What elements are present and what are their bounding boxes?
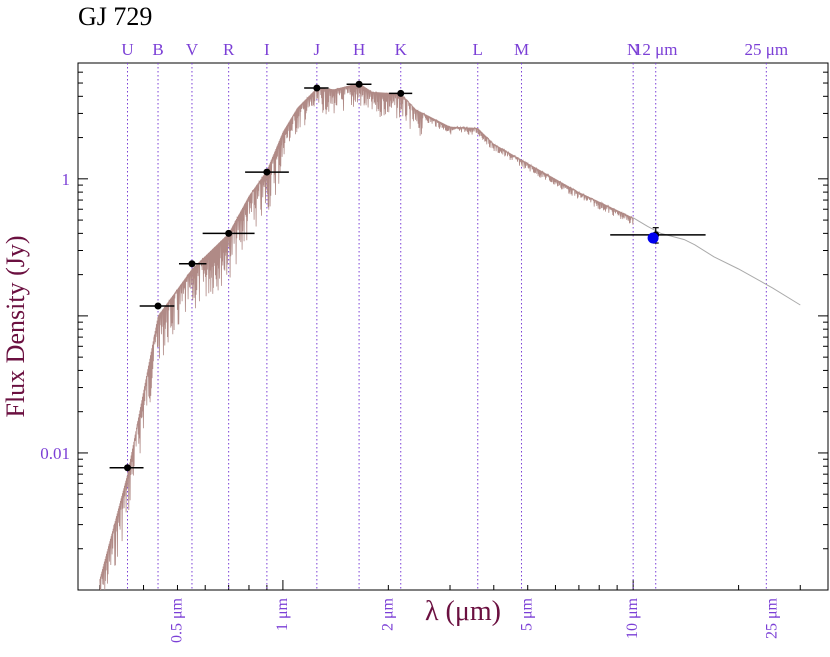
photometry-point bbox=[397, 89, 405, 97]
y-axis-label: Flux Density (Jy) bbox=[1, 236, 30, 418]
photometry-point bbox=[225, 229, 233, 237]
band-label: N bbox=[627, 40, 639, 59]
photometry-point bbox=[313, 84, 321, 92]
photometry-point-blue bbox=[647, 232, 659, 244]
band-label: H bbox=[353, 40, 365, 59]
x-tick-label: 25 μm bbox=[764, 597, 781, 639]
photometry-point bbox=[355, 80, 363, 88]
x-tick-label: 1 μm bbox=[274, 597, 291, 631]
band-label: 12 μm bbox=[634, 40, 678, 59]
x-tick-label: 10 μm bbox=[624, 597, 641, 639]
x-tick-label: 5 μm bbox=[519, 597, 536, 631]
x-tick-label: 0.5 μm bbox=[168, 597, 185, 643]
chart-title: GJ 729 bbox=[78, 2, 153, 31]
model-spectrum bbox=[99, 83, 634, 591]
photometry-point bbox=[263, 168, 271, 176]
plot-frame bbox=[77, 62, 829, 591]
band-label: 25 μm bbox=[745, 40, 789, 59]
x-tick-label: 2 μm bbox=[379, 597, 396, 631]
photometry-point bbox=[188, 260, 196, 268]
band-label: J bbox=[314, 40, 321, 59]
x-axis-label: λ (μm) bbox=[425, 596, 501, 627]
band-label: B bbox=[152, 40, 163, 59]
band-label: M bbox=[514, 40, 529, 59]
model-tail bbox=[632, 217, 801, 306]
band-label: L bbox=[473, 40, 483, 59]
band-label: R bbox=[223, 40, 235, 59]
band-label: V bbox=[186, 40, 199, 59]
y-tick-label: 0.01 bbox=[40, 444, 70, 463]
photometry-point bbox=[154, 302, 162, 310]
band-label: I bbox=[264, 40, 270, 59]
band-label: U bbox=[121, 40, 133, 59]
y-tick-label: 1 bbox=[62, 170, 71, 189]
band-label: K bbox=[395, 40, 408, 59]
photometry-point bbox=[124, 464, 132, 472]
